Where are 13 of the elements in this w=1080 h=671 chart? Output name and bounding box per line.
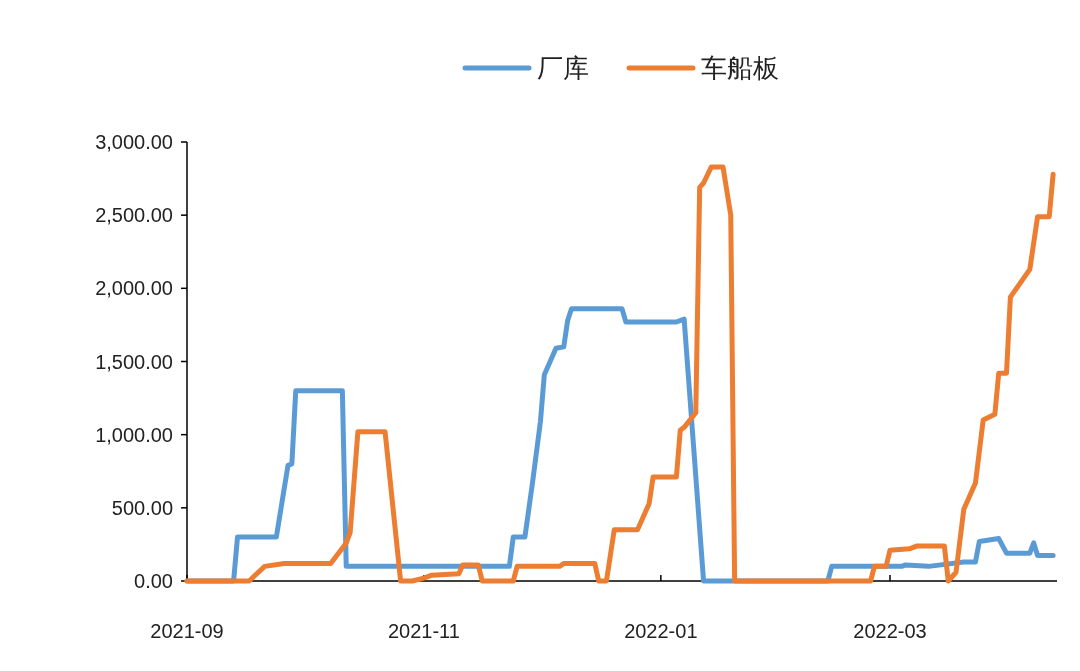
y-tick-label: 3,000.00: [95, 131, 173, 153]
y-tick-label: 2,500.00: [95, 204, 173, 227]
y-tick-label: 1,000.00: [95, 423, 173, 446]
x-tick-label: 2021-09: [150, 620, 224, 642]
y-tick-label: 0.00: [134, 570, 173, 592]
y-tick-label: 2,000.00: [95, 277, 173, 300]
y-tick-label: 500.00: [111, 496, 173, 519]
x-tick-label: 2022-01: [624, 620, 698, 642]
x-tick-label: 2021-11: [387, 620, 460, 642]
x-tick-label: 2022-03: [853, 620, 927, 642]
y-tick-label: 1,500.00: [95, 350, 173, 373]
legend-label: 车船板: [701, 53, 779, 83]
legend-label: 厂库: [537, 53, 589, 83]
